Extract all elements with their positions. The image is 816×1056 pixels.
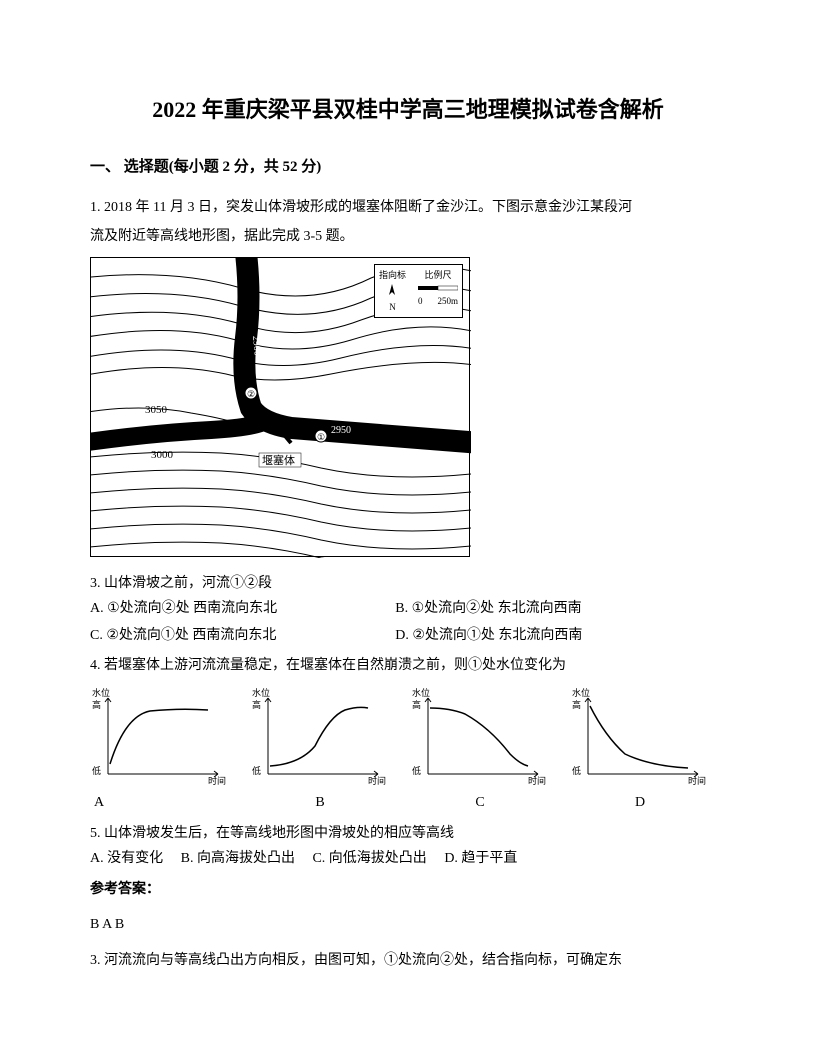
compass-icon: 指向标 N (379, 267, 406, 315)
svg-text:2900: 2900 (250, 335, 263, 356)
svg-text:堰塞体: 堰塞体 (262, 453, 295, 467)
chart-d: 水位 高 低 时间 (570, 686, 710, 786)
q3-option-a: A. ①处流向②处 西南流向东北 (90, 596, 395, 621)
section-header: 一、 选择题(每小题 2 分，共 52 分) (90, 154, 726, 181)
q4-charts: 水位 高 低 时间 水位 高 低 时间 水位 高 低 时间 水位 高 低 (90, 686, 726, 786)
chart-b: 水位 高 低 时间 (250, 686, 390, 786)
q5-option-a: A. 没有变化 (90, 851, 163, 866)
svg-text:水位: 水位 (572, 687, 590, 698)
svg-text:3050: 3050 (145, 404, 168, 416)
svg-text:高: 高 (92, 699, 101, 710)
svg-text:时间: 时间 (528, 775, 546, 786)
svg-text:低: 低 (412, 765, 421, 776)
intro-line-2: 流及附近等高线地形图，据此完成 3-5 题。 (90, 224, 726, 249)
north-label: N (389, 299, 396, 315)
q5-option-c: C. 向低海拔处凸出 (312, 851, 426, 866)
topographic-map-figure: 2900 2950 3050 2950 3000 堰塞体 ① ② (90, 257, 726, 557)
svg-text:②: ② (247, 389, 255, 399)
svg-text:低: 低 (252, 765, 261, 776)
q4-label-a: A (90, 790, 230, 815)
q5-options: A. 没有变化 B. 向高海拔处凸出 C. 向低海拔处凸出 D. 趋于平直 (90, 846, 726, 871)
q5-option-d: D. 趋于平直 (444, 851, 517, 866)
scale-zero: 0 (418, 293, 423, 309)
svg-text:高: 高 (412, 699, 421, 710)
svg-text:水位: 水位 (412, 687, 430, 698)
q3-option-b: B. ①处流向②处 东北流向西南 (395, 596, 726, 621)
svg-text:低: 低 (572, 765, 581, 776)
svg-text:低: 低 (92, 765, 101, 776)
svg-text:①: ① (317, 432, 325, 442)
q4-label-c: C (410, 790, 550, 815)
svg-text:时间: 时间 (208, 775, 226, 786)
svg-text:时间: 时间 (688, 775, 706, 786)
compass-label: 指向标 (379, 267, 406, 283)
q5-option-b: B. 向高海拔处凸出 (181, 851, 295, 866)
topographic-map: 2900 2950 3050 2950 3000 堰塞体 ① ② (90, 257, 470, 557)
q3-options-row1: A. ①处流向②处 西南流向东北 B. ①处流向②处 东北流向西南 (90, 596, 726, 621)
scale-icon: 比例尺 0 250m (418, 267, 458, 315)
q4-chart-labels: A B C D (90, 790, 726, 815)
q3-option-c: C. ②处流向①处 西南流向东北 (90, 623, 395, 648)
svg-text:时间: 时间 (368, 775, 386, 786)
chart-a: 水位 高 低 时间 (90, 686, 230, 786)
chart-c: 水位 高 低 时间 (410, 686, 550, 786)
map-legend: 指向标 N 比例尺 0 250m (374, 264, 463, 318)
q3-option-d: D. ②处流向①处 东北流向西南 (395, 623, 726, 648)
q4-stem: 4. 若堰塞体上游河流流量稳定，在堰塞体在自然崩溃之前，则①处水位变化为 (90, 653, 726, 678)
svg-text:2950: 2950 (173, 424, 196, 436)
svg-text:水位: 水位 (92, 687, 110, 698)
answer-header: 参考答案： (90, 877, 726, 902)
q4-label-d: D (570, 790, 710, 815)
svg-text:高: 高 (572, 699, 581, 710)
q3-options-row2: C. ②处流向①处 西南流向东北 D. ②处流向①处 东北流向西南 (90, 623, 726, 648)
scale-label: 比例尺 (424, 267, 451, 283)
answer-key: B A B (90, 912, 726, 937)
svg-text:3000: 3000 (151, 449, 174, 461)
svg-text:水位: 水位 (252, 687, 270, 698)
intro-line-1: 1. 2018 年 11 月 3 日，突发山体滑坡形成的堰塞体阻断了金沙江。下图… (90, 195, 726, 220)
page-title: 2022 年重庆梁平县双桂中学高三地理模拟试卷含解析 (90, 90, 726, 130)
q4-label-b: B (250, 790, 390, 815)
q3-stem: 3. 山体滑坡之前，河流①②段 (90, 571, 726, 596)
q5-stem: 5. 山体滑坡发生后，在等高线地形图中滑坡处的相应等高线 (90, 821, 726, 846)
scale-dist: 250m (437, 293, 458, 309)
svg-text:2950: 2950 (331, 425, 351, 436)
svg-text:高: 高 (252, 699, 261, 710)
answer-explanation: 3. 河流流向与等高线凸出方向相反，由图可知，①处流向②处，结合指向标，可确定东 (90, 948, 726, 973)
